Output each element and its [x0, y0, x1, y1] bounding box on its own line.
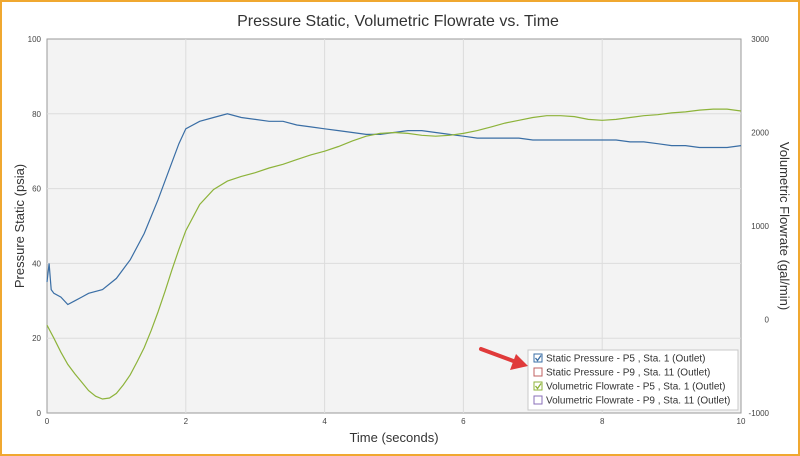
x-axis-label: Time (seconds) — [349, 430, 438, 445]
x-tick-label: 0 — [45, 417, 50, 426]
arrow-head — [510, 354, 528, 370]
arrow-shaft — [479, 347, 518, 364]
x-tick-label: 2 — [184, 417, 189, 426]
x-tick-label: 10 — [737, 417, 746, 426]
y-axis-left-label: Pressure Static (psia) — [12, 164, 27, 288]
legend-label: Volumetric Flowrate - P5 , Sta. 1 (Outle… — [546, 382, 726, 393]
legend-item[interactable]: Volumetric Flowrate - P5 , Sta. 1 (Outle… — [533, 381, 726, 393]
legend-checkbox[interactable] — [533, 367, 543, 377]
legend-item[interactable]: Static Pressure - P5 , Sta. 1 (Outlet) — [533, 353, 706, 365]
x-tick-label: 8 — [600, 417, 605, 426]
y-left-tick-label: 0 — [37, 409, 42, 418]
x-tick-label: 6 — [461, 417, 466, 426]
legend: Static Pressure - P5 , Sta. 1 (Outlet) St… — [527, 349, 739, 411]
y-right-tick-label: 2000 — [751, 129, 769, 138]
legend-label: Static Pressure - P9 , Sta. 11 (Outlet) — [546, 368, 710, 379]
legend-checkbox[interactable] — [533, 353, 543, 363]
y-left-tick-label: 100 — [28, 35, 42, 44]
series-line — [46, 108, 742, 400]
legend-item[interactable]: Volumetric Flowrate - P9 , Sta. 11 (Outl… — [533, 395, 730, 407]
y-left-tick-label: 60 — [32, 185, 41, 194]
legend-label: Static Pressure - P5 , Sta. 1 (Outlet) — [546, 354, 706, 365]
y-right-tick-label: 0 — [765, 316, 770, 325]
legend-box — [527, 349, 739, 411]
legend-checkbox[interactable] — [533, 395, 543, 405]
x-tick-label: 4 — [322, 417, 327, 426]
legend-checkbox[interactable] — [533, 381, 543, 391]
y-left-tick-label: 80 — [32, 110, 41, 119]
y-axis-right-label: Volumetric Flowrate (gal/min) — [777, 142, 792, 310]
chart-title: Pressure Static, Volumetric Flowrate vs.… — [237, 13, 559, 30]
legend-label: Volumetric Flowrate - P9 , Sta. 11 (Outl… — [546, 396, 730, 407]
y-left-tick-label: 20 — [32, 334, 41, 343]
annotation-arrow — [479, 347, 528, 370]
checkmark-icon — [534, 355, 542, 362]
series-lines — [46, 108, 742, 400]
series-line — [46, 113, 742, 306]
y-right-tick-label: -1000 — [749, 409, 770, 418]
y-right-tick-label: 1000 — [751, 222, 769, 231]
checkmark-icon — [534, 383, 542, 390]
y-right-tick-label: 3000 — [751, 35, 769, 44]
legend-item[interactable]: Static Pressure - P9 , Sta. 11 (Outlet) — [533, 367, 710, 379]
y-left-tick-label: 40 — [32, 259, 41, 268]
